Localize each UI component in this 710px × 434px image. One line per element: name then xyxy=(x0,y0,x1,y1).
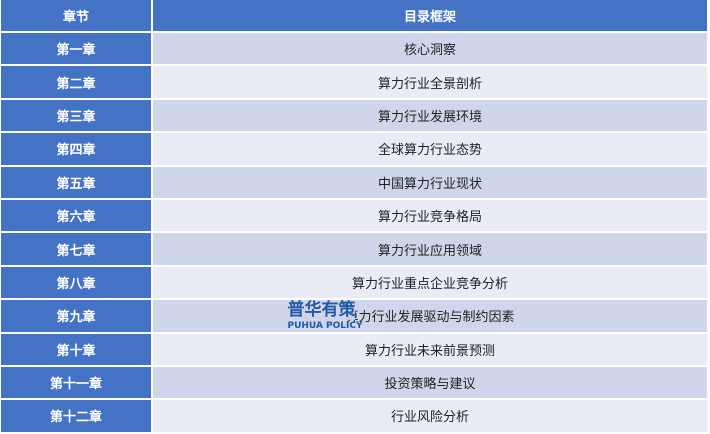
table-row: 第十二章 行业风险分析 xyxy=(1,400,709,434)
table-row: 第八章 算力行业重点企业竞争分析 xyxy=(1,266,709,301)
table-row: 第二章 算力行业全景剖析 xyxy=(1,66,709,100)
watermark-logo: 普华有策 PUHUA POLICY xyxy=(287,300,363,332)
title-cell: 全球算力行业态势 xyxy=(153,133,709,167)
table-row: 第十一章 投资策略与建议 xyxy=(1,366,709,401)
header-outline: 目录框架 xyxy=(153,0,709,33)
title-cell: 中国算力行业现状 xyxy=(153,166,709,200)
chapter-cell: 第十章 xyxy=(1,333,153,367)
chapter-cell: 第六章 xyxy=(1,199,153,234)
title-cell: 算力行业发展驱动与制约因素 普华有策 PUHUA POLICY xyxy=(153,300,709,334)
title-text: 算力行业发展驱动与制约因素 xyxy=(345,310,515,326)
title-cell: 算力行业全景剖析 xyxy=(153,66,709,100)
title-cell: 算力行业重点企业竞争分析 xyxy=(153,266,709,301)
chapter-cell: 第二章 xyxy=(1,66,153,100)
title-cell: 算力行业未来前景预测 xyxy=(153,333,709,367)
header-chapter: 章节 xyxy=(1,0,153,33)
title-with-watermark: 算力行业发展驱动与制约因素 普华有策 PUHUA POLICY xyxy=(287,300,515,331)
chapter-cell: 第三章 xyxy=(1,99,153,134)
title-cell: 行业风险分析 xyxy=(153,400,709,434)
chapter-cell: 第一章 xyxy=(1,33,153,67)
chapter-cell: 第十一章 xyxy=(1,366,153,401)
watermark-cn: 普华有策 xyxy=(287,300,356,321)
table-row: 第九章 算力行业发展驱动与制约因素 普华有策 PUHUA POLICY xyxy=(1,300,709,334)
chapter-cell: 第十二章 xyxy=(1,400,153,434)
chapter-cell: 第七章 xyxy=(1,233,153,267)
title-cell: 算力行业竞争格局 xyxy=(153,199,709,234)
title-cell: 核心洞察 xyxy=(153,33,709,67)
watermark-en: PUHUA POLICY xyxy=(287,321,363,332)
title-cell: 算力行业应用领域 xyxy=(153,233,709,267)
table-row: 第七章 算力行业应用领域 xyxy=(1,233,709,267)
header-row: 章节 目录框架 xyxy=(1,0,709,33)
table-row: 第五章 中国算力行业现状 xyxy=(1,166,709,200)
table-row: 第一章 核心洞察 xyxy=(1,33,709,67)
table-row: 第六章 算力行业竞争格局 xyxy=(1,199,709,234)
chapter-cell: 第五章 xyxy=(1,166,153,200)
chapter-cell: 第九章 xyxy=(1,300,153,334)
title-cell: 算力行业发展环境 xyxy=(153,99,709,134)
chapter-cell: 第四章 xyxy=(1,133,153,167)
table-row: 第三章 算力行业发展环境 xyxy=(1,99,709,134)
chapter-cell: 第八章 xyxy=(1,266,153,301)
table-row: 第四章 全球算力行业态势 xyxy=(1,133,709,167)
table-row: 第十章 算力行业未来前景预测 xyxy=(1,333,709,367)
title-cell: 投资策略与建议 xyxy=(153,366,709,401)
